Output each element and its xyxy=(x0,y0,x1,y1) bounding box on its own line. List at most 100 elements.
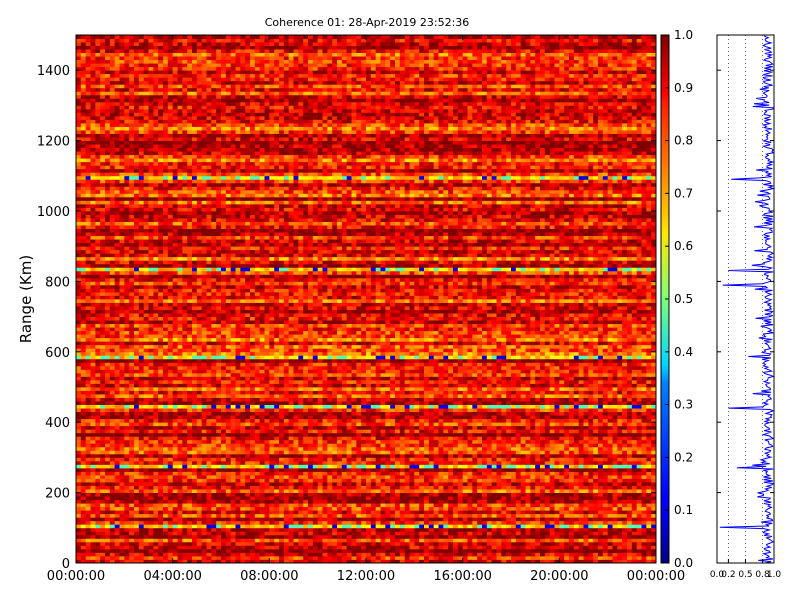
heatmap-cell xyxy=(114,513,120,518)
heatmap-cell xyxy=(583,520,589,525)
heatmap-cell xyxy=(129,439,135,444)
heatmap-cell xyxy=(85,520,91,525)
heatmap-cell xyxy=(187,415,193,420)
heatmap-cell xyxy=(424,422,430,427)
heatmap-cell xyxy=(225,464,232,469)
heatmap-cell xyxy=(143,475,149,479)
heatmap-cell xyxy=(399,478,406,483)
heatmap-cell xyxy=(254,506,261,511)
heatmap-cell xyxy=(303,506,309,511)
heatmap-cell xyxy=(245,418,251,423)
heatmap-cell xyxy=(274,443,280,448)
heatmap-cell xyxy=(221,559,227,564)
heatmap-cell xyxy=(196,513,203,518)
heatmap-cell xyxy=(544,439,551,444)
heatmap-cell xyxy=(598,555,604,560)
heatmap-cell xyxy=(646,555,652,560)
heatmap-cell xyxy=(544,524,551,529)
heatmap-cell xyxy=(259,418,265,423)
heatmap-cell xyxy=(428,418,435,423)
heatmap-cell xyxy=(327,457,333,462)
heatmap-cell xyxy=(525,453,531,458)
heatmap-cell xyxy=(395,418,401,423)
heatmap-cell xyxy=(327,555,333,560)
heatmap-cell xyxy=(356,496,362,501)
heatmap-cell xyxy=(351,531,357,536)
heatmap-cell xyxy=(631,460,638,465)
heatmap-cell xyxy=(187,446,193,451)
heatmap-cell xyxy=(240,485,246,490)
heatmap-cell xyxy=(235,559,241,564)
heatmap-cell xyxy=(283,545,290,550)
heatmap-cell xyxy=(288,460,294,465)
heatmap-cell xyxy=(192,422,198,427)
heatmap-cell xyxy=(134,559,140,564)
heatmap-cell xyxy=(375,471,381,476)
heatmap-cell xyxy=(593,552,599,557)
heatmap-cell xyxy=(119,485,125,490)
heatmap-cell xyxy=(283,443,290,448)
heatmap-cell xyxy=(462,489,468,493)
heatmap-cell xyxy=(240,439,246,444)
heatmap-cell xyxy=(491,520,497,525)
heatmap-cell xyxy=(216,538,222,543)
heatmap-cell xyxy=(622,524,628,529)
heatmap-cell xyxy=(167,534,174,539)
heatmap-cell xyxy=(269,503,275,508)
heatmap-cell xyxy=(254,471,261,476)
heatmap-cell xyxy=(578,422,584,427)
heatmap-cell xyxy=(506,446,512,451)
heatmap-cell xyxy=(646,460,652,465)
heatmap-cell xyxy=(472,492,478,497)
heatmap-cell xyxy=(569,489,575,493)
heatmap-cell xyxy=(95,471,101,476)
heatmap-cell xyxy=(583,517,589,522)
heatmap-cell xyxy=(506,464,512,469)
heatmap-cell xyxy=(525,548,531,553)
heatmap-cell xyxy=(390,443,396,448)
heatmap-cell xyxy=(573,513,580,518)
heatmap-cell xyxy=(322,524,328,529)
heatmap-cell xyxy=(457,541,464,546)
heatmap-cell xyxy=(105,464,111,469)
heatmap-cell xyxy=(602,446,609,451)
heatmap-cell xyxy=(453,527,459,532)
heatmap-cell xyxy=(264,450,270,455)
heatmap-cell xyxy=(100,517,106,522)
heatmap-cell xyxy=(385,450,391,455)
heatmap-cell xyxy=(375,545,381,550)
heatmap-cell xyxy=(235,415,241,420)
heatmap-cell xyxy=(496,425,502,430)
heatmap-cell xyxy=(211,555,217,560)
heatmap-cell xyxy=(419,450,425,455)
heatmap-cell xyxy=(230,453,236,458)
heatmap-cell xyxy=(583,555,589,560)
heatmap-cell xyxy=(370,527,377,532)
heatmap-cell xyxy=(158,415,164,420)
heatmap-cell xyxy=(438,422,444,427)
heatmap-cell xyxy=(491,450,497,455)
heatmap-cell xyxy=(501,548,507,553)
heatmap-cell xyxy=(317,457,323,462)
heatmap-cell xyxy=(375,436,381,441)
heatmap-cell xyxy=(167,436,174,441)
heatmap-cell xyxy=(182,499,188,504)
heatmap-cell xyxy=(622,439,628,444)
heatmap-cell xyxy=(250,520,256,525)
heatmap-cell xyxy=(482,506,488,511)
heatmap-cell xyxy=(240,524,246,529)
heatmap-cell xyxy=(90,496,96,501)
heatmap-cell xyxy=(583,422,589,427)
heatmap-cell xyxy=(593,446,599,451)
heatmap-cell xyxy=(462,492,468,497)
heatmap-cell xyxy=(90,510,96,515)
heatmap-cell xyxy=(578,464,584,469)
heatmap-cell xyxy=(617,429,623,434)
heatmap-cell xyxy=(288,425,294,430)
heatmap-cell xyxy=(129,496,135,501)
heatmap-cell xyxy=(293,496,299,501)
heatmap-cell xyxy=(356,534,362,539)
heatmap-cell xyxy=(100,460,106,465)
heatmap-cell xyxy=(76,457,82,462)
heatmap-cell xyxy=(80,443,87,448)
